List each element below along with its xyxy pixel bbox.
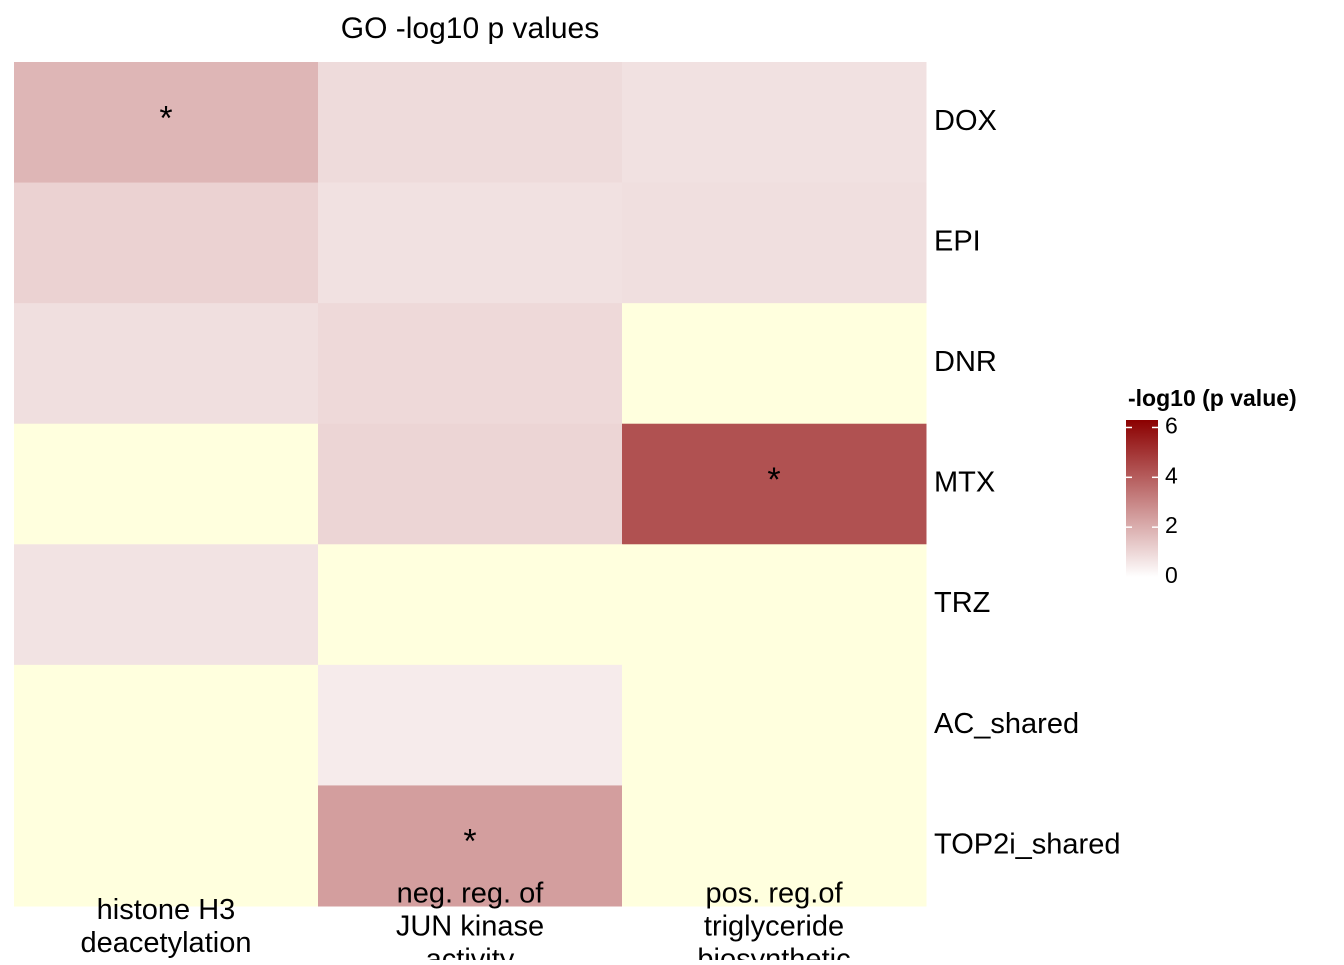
colorbar-tick-label: 0	[1165, 562, 1178, 588]
column-label: neg. reg. of	[397, 878, 545, 910]
heatmap-cell	[14, 664, 319, 786]
column-label: deacetylation	[81, 927, 252, 959]
heatmap-cell	[318, 664, 623, 786]
heatmap-cell	[14, 303, 319, 425]
cell-label: *	[463, 823, 476, 861]
heatmap-cell	[318, 423, 623, 545]
row-label: TRZ	[934, 587, 990, 619]
row-label: EPI	[934, 226, 981, 258]
column-label: activity	[426, 944, 515, 960]
heatmap-cell	[14, 785, 319, 907]
colorbar-tick-label: 2	[1165, 512, 1178, 538]
heatmap-cell	[14, 62, 319, 184]
row-label: AC_shared	[934, 708, 1079, 740]
heatmap-cell	[318, 544, 623, 666]
heatmap-cell	[622, 664, 927, 786]
colorbar-tick-label: 4	[1165, 462, 1178, 488]
column-label: biosynthetic	[697, 944, 850, 960]
heatmap-cell	[318, 182, 623, 304]
heatmap-cell	[14, 182, 319, 304]
heatmap-cell	[622, 423, 927, 545]
heatmap-cell	[622, 785, 927, 907]
column-label: triglyceride	[704, 911, 844, 943]
heatmap-cell	[622, 544, 927, 666]
row-label: MTX	[934, 467, 995, 499]
heatmap-cell	[318, 62, 623, 184]
heatmap-cell	[318, 303, 623, 425]
colorbar-tick-label: 6	[1165, 413, 1178, 439]
heatmap-cell	[14, 423, 319, 545]
heatmap-cell	[318, 785, 623, 907]
row-label: TOP2i_shared	[934, 828, 1120, 860]
cell-label: *	[767, 461, 780, 499]
legend-title: -log10 (p value)	[1128, 385, 1297, 411]
heatmap-cell	[622, 182, 927, 304]
column-label: histone H3	[97, 894, 236, 926]
colorbar	[1126, 420, 1158, 577]
heatmap-cell	[622, 62, 927, 184]
row-label: DOX	[934, 105, 997, 137]
column-label: pos. reg.of	[705, 878, 843, 910]
heatmap-cell	[14, 544, 319, 666]
chart-title: GO -log10 p values	[341, 12, 599, 45]
cell-label: *	[159, 99, 172, 137]
heatmap-cell	[622, 303, 927, 425]
column-label: JUN kinase	[396, 911, 544, 943]
row-label: DNR	[934, 346, 997, 378]
